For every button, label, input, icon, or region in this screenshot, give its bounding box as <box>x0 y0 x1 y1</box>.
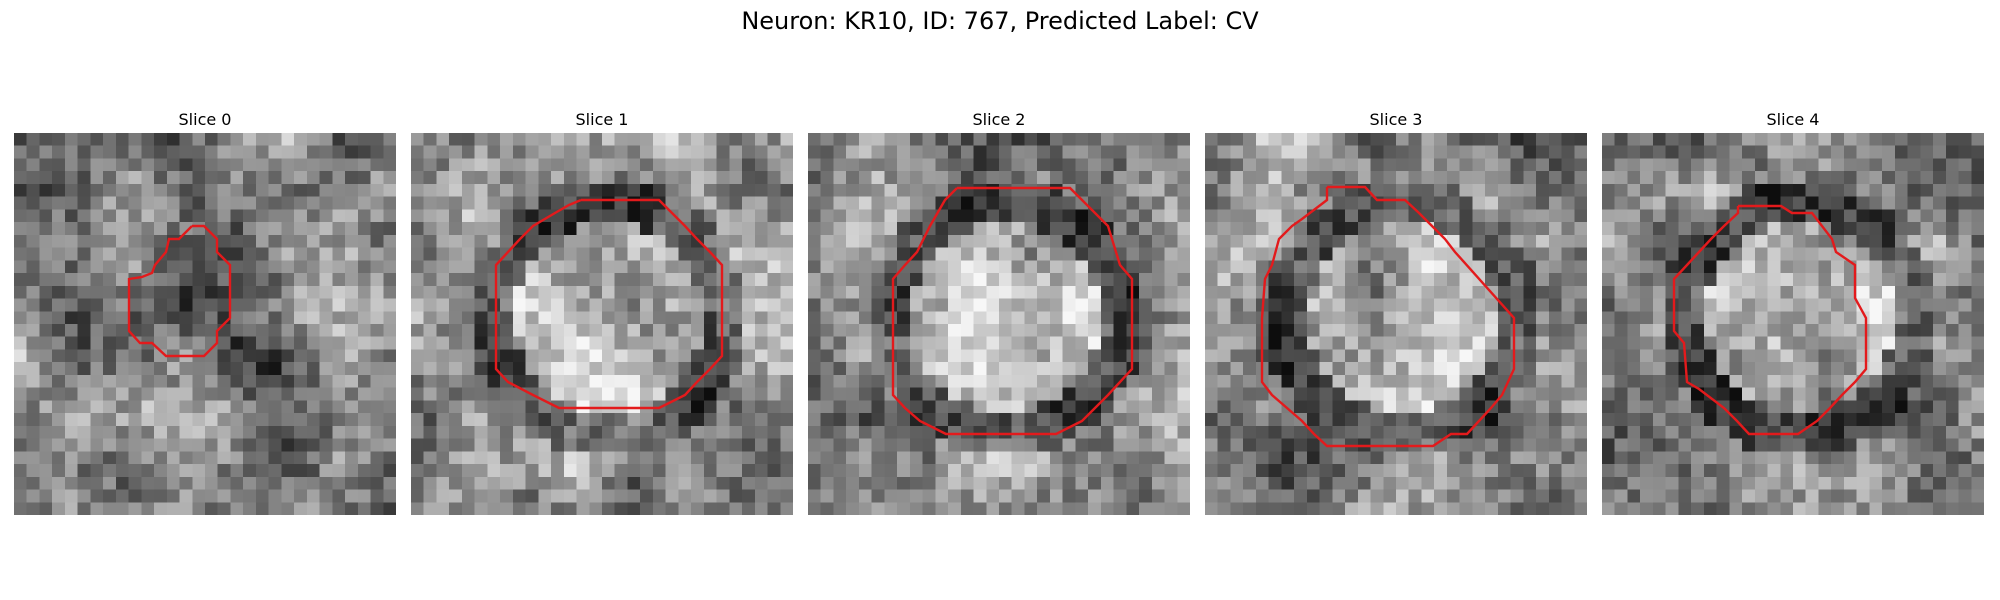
slice-title: Slice 4 <box>1602 107 1984 133</box>
slice-panel-2: Slice 2 <box>808 107 1190 515</box>
slice-image <box>1602 133 1984 515</box>
slice-title: Slice 0 <box>14 107 396 133</box>
figure-title: Neuron: KR10, ID: 767, Predicted Label: … <box>0 6 2000 36</box>
slice-title: Slice 1 <box>411 107 793 133</box>
slice-title: Slice 3 <box>1205 107 1587 133</box>
roi-contour <box>1602 133 1984 515</box>
roi-contour-line <box>893 188 1132 434</box>
roi-contour-line <box>129 226 230 356</box>
slice-panel-0: Slice 0 <box>14 107 396 515</box>
slice-panel-3: Slice 3 <box>1205 107 1587 515</box>
roi-contour <box>1205 133 1587 515</box>
slice-title: Slice 2 <box>808 107 1190 133</box>
roi-contour <box>411 133 793 515</box>
slice-image <box>1205 133 1587 515</box>
roi-contour <box>808 133 1190 515</box>
slice-image <box>411 133 793 515</box>
roi-contour-line <box>1674 206 1866 434</box>
slice-panel-4: Slice 4 <box>1602 107 1984 515</box>
roi-contour-line <box>496 200 722 408</box>
slice-panel-1: Slice 1 <box>411 107 793 515</box>
roi-contour <box>14 133 396 515</box>
slice-image <box>14 133 396 515</box>
slice-image <box>808 133 1190 515</box>
roi-contour-line <box>1262 187 1514 446</box>
